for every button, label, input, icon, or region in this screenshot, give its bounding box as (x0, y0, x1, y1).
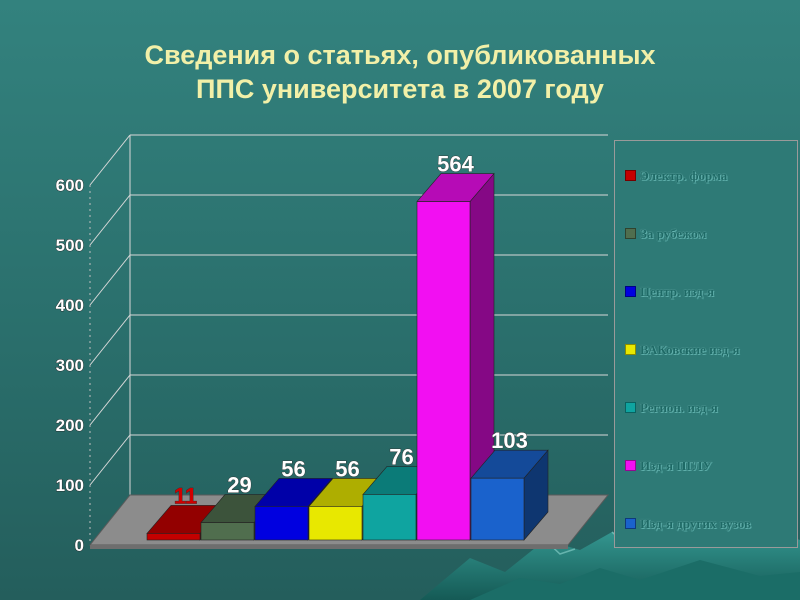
legend-item: ВАКовские изд-я (625, 342, 740, 358)
legend-item: Электр. форма (625, 168, 727, 184)
legend-label: Электр. форма (640, 168, 728, 183)
legend-label: Регион. изд-я (640, 400, 718, 415)
legend-item: Центр. изд-я (625, 284, 714, 300)
bar-front (200, 522, 255, 541)
legend-item: Изд-я ПГЛУ (625, 458, 712, 474)
legend-swatch (625, 344, 636, 355)
legend-label: Изд-я ПГЛУ (640, 458, 712, 473)
legend-swatch (625, 402, 636, 413)
slide-title: Сведения о статьях, опубликованных ППС у… (0, 38, 800, 106)
chart-floor-edge (90, 545, 568, 549)
legend-label: Изд-я других вузов (640, 516, 751, 531)
title-line-1: Сведения о статьях, опубликованных (144, 40, 656, 70)
y-tick-label: 400 (56, 296, 84, 315)
data-label: 564 (437, 152, 474, 177)
bar (470, 449, 549, 541)
data-label: 29 (227, 473, 251, 498)
chart-legend: Электр. форма За рубежом Центр. изд-я ВАКов… (614, 140, 798, 548)
title-line-2: ППС университета в 2007 году (196, 74, 604, 104)
y-tick-label: 500 (56, 236, 84, 255)
bar-front (470, 477, 525, 541)
gridline-side (89, 194, 131, 246)
bar (416, 172, 495, 541)
y-tick-label: 0 (75, 536, 84, 555)
gridline-side (89, 434, 131, 486)
gridline-side (89, 254, 131, 306)
bar-front (308, 506, 363, 541)
bar-front (146, 533, 201, 541)
y-tick-label: 600 (56, 176, 84, 195)
bar-front (362, 494, 417, 541)
legend-item: Изд-я других вузов (625, 516, 751, 532)
legend-swatch (625, 228, 636, 239)
y-tick-label: 200 (56, 416, 84, 435)
data-label: 56 (335, 456, 359, 481)
y-tick-label: 100 (56, 476, 84, 495)
data-label: 103 (491, 428, 528, 453)
legend-label: За рубежом (640, 226, 707, 241)
y-tick-label: 300 (56, 356, 84, 375)
data-label: 56 (281, 456, 305, 481)
legend-swatch (625, 518, 636, 529)
legend-label: ВАКовские изд-я (640, 342, 740, 357)
legend-swatch (625, 286, 636, 297)
data-label: 11 (174, 483, 197, 508)
legend-item: За рубежом (625, 226, 706, 242)
bar-front (416, 201, 471, 541)
legend-label: Центр. изд-я (640, 284, 715, 299)
legend-swatch (625, 460, 636, 471)
bar-front (254, 506, 309, 541)
legend-swatch (625, 170, 636, 181)
gridline-side (89, 134, 131, 186)
data-label: 76 (389, 444, 413, 469)
gridline-side (89, 374, 131, 426)
legend-item: Регион. изд-я (625, 400, 718, 416)
gridline-side (89, 314, 131, 366)
